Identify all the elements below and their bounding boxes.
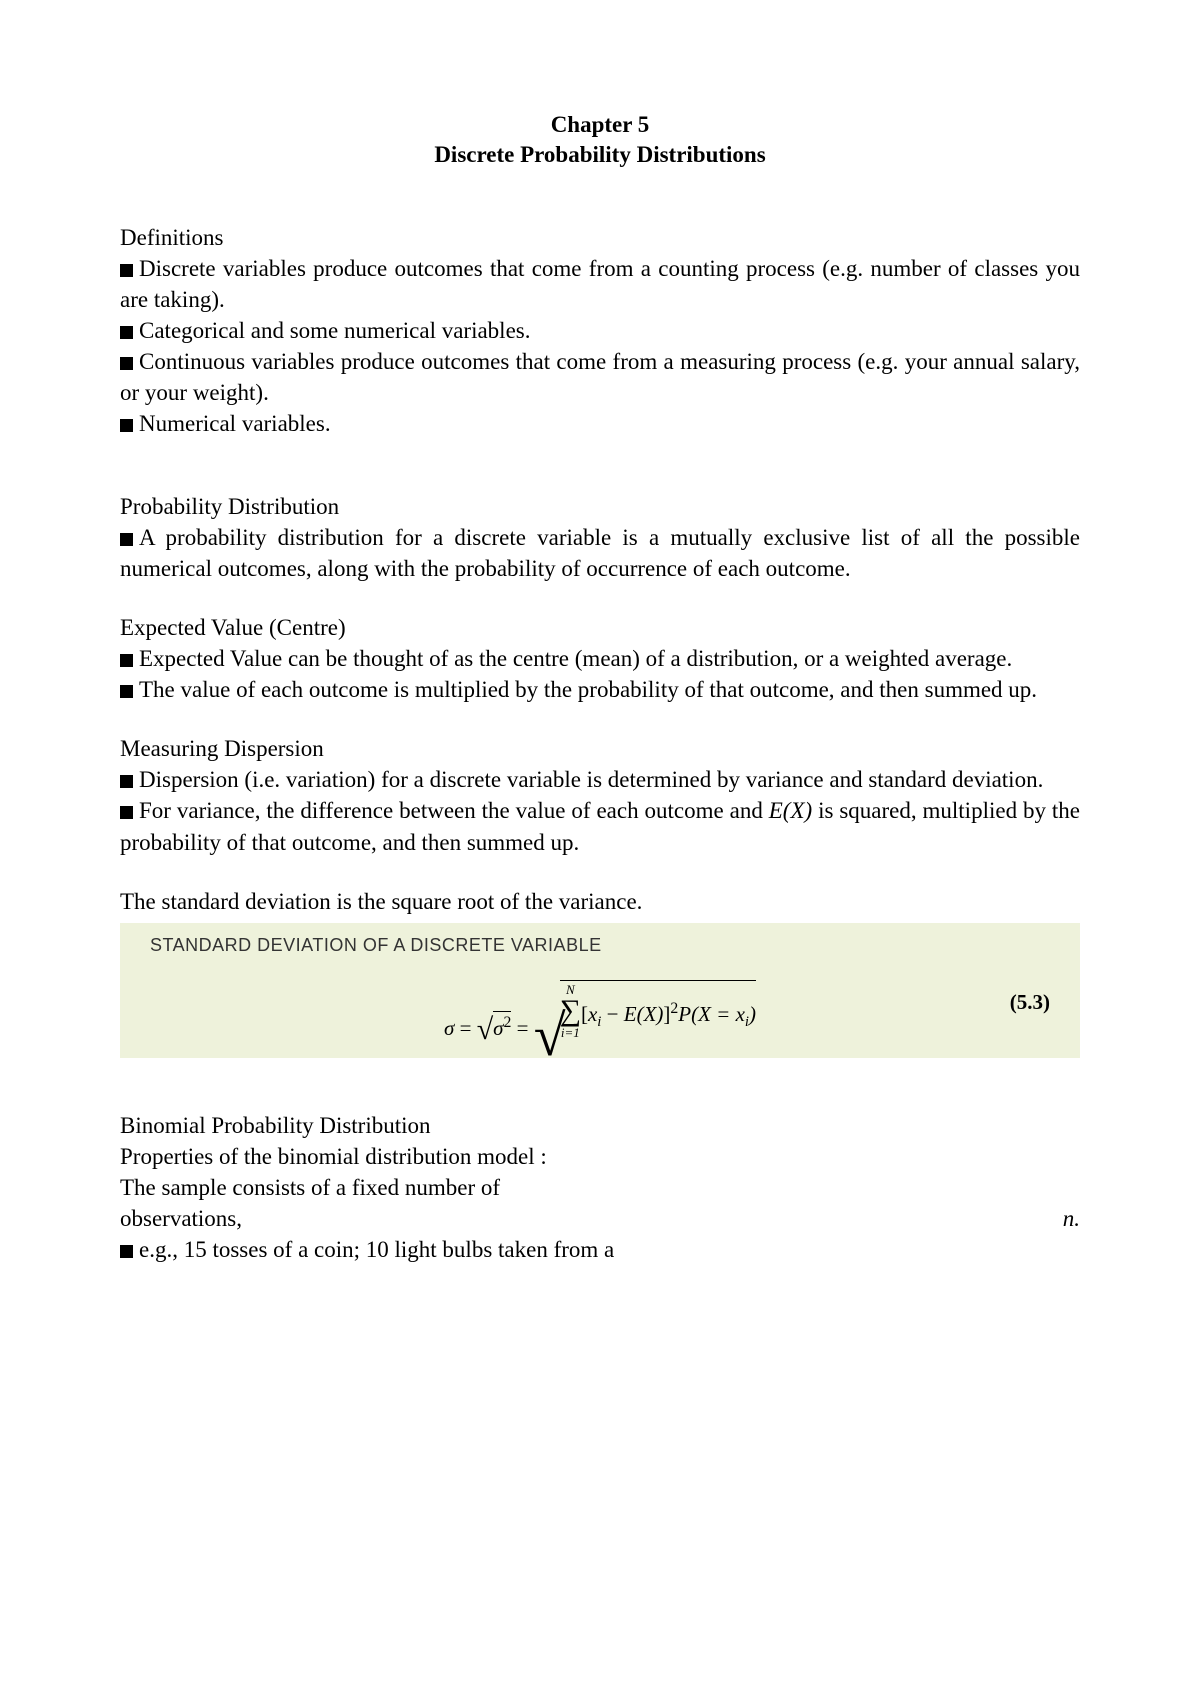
expected-value-heading: Expected Value (Centre): [120, 612, 1080, 643]
square-bullet-icon: [120, 419, 133, 432]
square-bullet-icon: [120, 685, 133, 698]
binomial-sample-line: The sample consists of a fixed number of: [120, 1172, 1080, 1203]
dispersion-bullet: Dispersion (i.e. variation) for a discre…: [120, 764, 1080, 795]
chapter-title: Discrete Probability Distributions: [120, 140, 1080, 170]
square-bullet-icon: [120, 326, 133, 339]
binomial-bullet: e.g., 15 tosses of a coin; 10 light bulb…: [120, 1234, 1080, 1265]
binomial-properties-line: Properties of the binomial distribution …: [120, 1141, 1080, 1172]
square-bullet-icon: [120, 357, 133, 370]
square-bullet-icon: [120, 533, 133, 546]
std-dev-text: The standard deviation is the square roo…: [120, 886, 1080, 917]
square-bullet-icon: [120, 775, 133, 788]
expected-value-bullet: Expected Value can be thought of as the …: [120, 643, 1080, 674]
square-bullet-icon: [120, 654, 133, 667]
probability-distribution-bullet: A probability distribution for a discret…: [120, 522, 1080, 584]
definitions-heading: Definitions: [120, 222, 1080, 253]
formula-title: STANDARD DEVIATION OF A DISCRETE VARIABL…: [150, 935, 1050, 956]
expected-value-bullet: The value of each outcome is multiplied …: [120, 674, 1080, 705]
dispersion-heading: Measuring Dispersion: [120, 733, 1080, 764]
definition-bullet: Numerical variables.: [120, 408, 1080, 439]
definition-bullet: Discrete variables produce outcomes that…: [120, 253, 1080, 315]
binomial-n-symbol: n.: [1063, 1203, 1080, 1234]
chapter-number: Chapter 5: [120, 110, 1080, 140]
square-bullet-icon: [120, 1245, 133, 1258]
probability-distribution-heading: Probability Distribution: [120, 491, 1080, 522]
formula-box: STANDARD DEVIATION OF A DISCRETE VARIABL…: [120, 923, 1080, 1058]
square-bullet-icon: [120, 264, 133, 277]
binomial-heading: Binomial Probability Distribution: [120, 1110, 1080, 1141]
formula-equation: σ = √σ2 = √ N ∑ i=1 [xi − E(X)]2P(X = xi…: [150, 960, 1050, 1040]
definition-bullet: Continuous variables produce outcomes th…: [120, 346, 1080, 408]
dispersion-bullet: For variance, the difference between the…: [120, 795, 1080, 857]
square-bullet-icon: [120, 806, 133, 819]
definition-bullet: Categorical and some numerical variables…: [120, 315, 1080, 346]
formula-number: (5.3): [1010, 990, 1050, 1015]
binomial-observations-text: observations,: [120, 1203, 242, 1234]
